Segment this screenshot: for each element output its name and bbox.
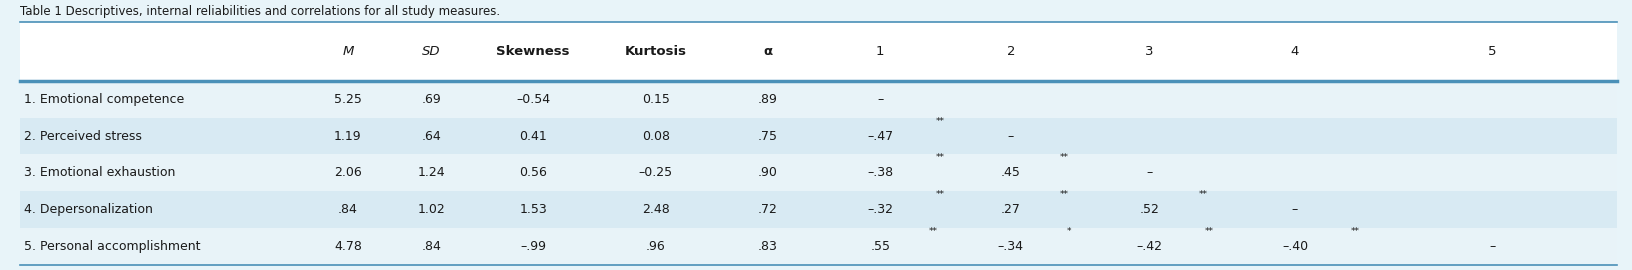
Text: 0.56: 0.56 — [519, 166, 547, 179]
Text: .69: .69 — [421, 93, 441, 106]
Text: Skewness: Skewness — [496, 45, 570, 58]
Text: –.34: –.34 — [997, 240, 1023, 253]
Text: .45: .45 — [1000, 166, 1020, 179]
Text: **: ** — [1350, 227, 1359, 236]
Text: 3. Emotional exhaustion: 3. Emotional exhaustion — [24, 166, 176, 179]
Text: **: ** — [1198, 190, 1208, 199]
Text: M: M — [343, 45, 353, 58]
Text: **: ** — [1059, 153, 1069, 163]
Text: –: – — [1007, 130, 1013, 143]
Bar — [20, 228, 1616, 265]
Text: –: – — [1488, 240, 1495, 253]
Text: 5. Personal accomplishment: 5. Personal accomplishment — [24, 240, 201, 253]
Text: **: ** — [935, 190, 945, 199]
Text: .64: .64 — [421, 130, 441, 143]
Text: **: ** — [935, 117, 945, 126]
Text: 3: 3 — [1144, 45, 1154, 58]
Text: .84: .84 — [338, 203, 357, 216]
Text: –0.54: –0.54 — [516, 93, 550, 106]
Text: α: α — [762, 45, 772, 58]
Text: Kurtosis: Kurtosis — [625, 45, 685, 58]
Text: 2.48: 2.48 — [641, 203, 669, 216]
Text: 4: 4 — [1289, 45, 1299, 58]
Bar — [20, 22, 1616, 81]
Text: –.42: –.42 — [1136, 240, 1162, 253]
Text: –.32: –.32 — [867, 203, 893, 216]
Text: Table 1 Descriptives, internal reliabilities and correlations for all study meas: Table 1 Descriptives, internal reliabili… — [20, 5, 499, 18]
Text: –.99: –.99 — [521, 240, 545, 253]
Text: .89: .89 — [757, 93, 777, 106]
Text: **: ** — [935, 153, 945, 163]
Text: 1.53: 1.53 — [519, 203, 547, 216]
Text: –.47: –.47 — [867, 130, 893, 143]
Text: **: ** — [1204, 227, 1214, 236]
Text: 4. Depersonalization: 4. Depersonalization — [24, 203, 153, 216]
Text: 2.06: 2.06 — [335, 166, 361, 179]
Text: .27: .27 — [1000, 203, 1020, 216]
Text: 2. Perceived stress: 2. Perceived stress — [24, 130, 142, 143]
Bar — [20, 191, 1616, 228]
Text: **: ** — [929, 227, 938, 236]
Text: .52: .52 — [1139, 203, 1159, 216]
Text: 4.78: 4.78 — [333, 240, 362, 253]
Text: –: – — [876, 93, 883, 106]
Text: .90: .90 — [757, 166, 777, 179]
Text: –: – — [1146, 166, 1152, 179]
Bar — [20, 154, 1616, 191]
Text: .72: .72 — [757, 203, 777, 216]
Bar — [20, 81, 1616, 118]
Text: 0.15: 0.15 — [641, 93, 669, 106]
Text: .96: .96 — [645, 240, 666, 253]
Text: .75: .75 — [757, 130, 777, 143]
Bar — [20, 118, 1616, 154]
Text: 1.02: 1.02 — [418, 203, 444, 216]
Text: 1.19: 1.19 — [335, 130, 361, 143]
Text: –: – — [1291, 203, 1297, 216]
Text: .55: .55 — [870, 240, 889, 253]
Text: **: ** — [1059, 190, 1069, 199]
Text: 1: 1 — [875, 45, 885, 58]
Text: .84: .84 — [421, 240, 441, 253]
Text: 5: 5 — [1487, 45, 1497, 58]
Text: 0.41: 0.41 — [519, 130, 547, 143]
Text: .83: .83 — [757, 240, 777, 253]
Text: 5.25: 5.25 — [333, 93, 362, 106]
Text: SD: SD — [421, 45, 441, 58]
Text: –.38: –.38 — [867, 166, 893, 179]
Text: 2: 2 — [1005, 45, 1015, 58]
Text: –0.25: –0.25 — [638, 166, 672, 179]
Text: 1. Emotional competence: 1. Emotional competence — [24, 93, 184, 106]
Text: 0.08: 0.08 — [641, 130, 669, 143]
Text: 1.24: 1.24 — [418, 166, 444, 179]
Text: –.40: –.40 — [1281, 240, 1307, 253]
Text: *: * — [1066, 227, 1071, 236]
